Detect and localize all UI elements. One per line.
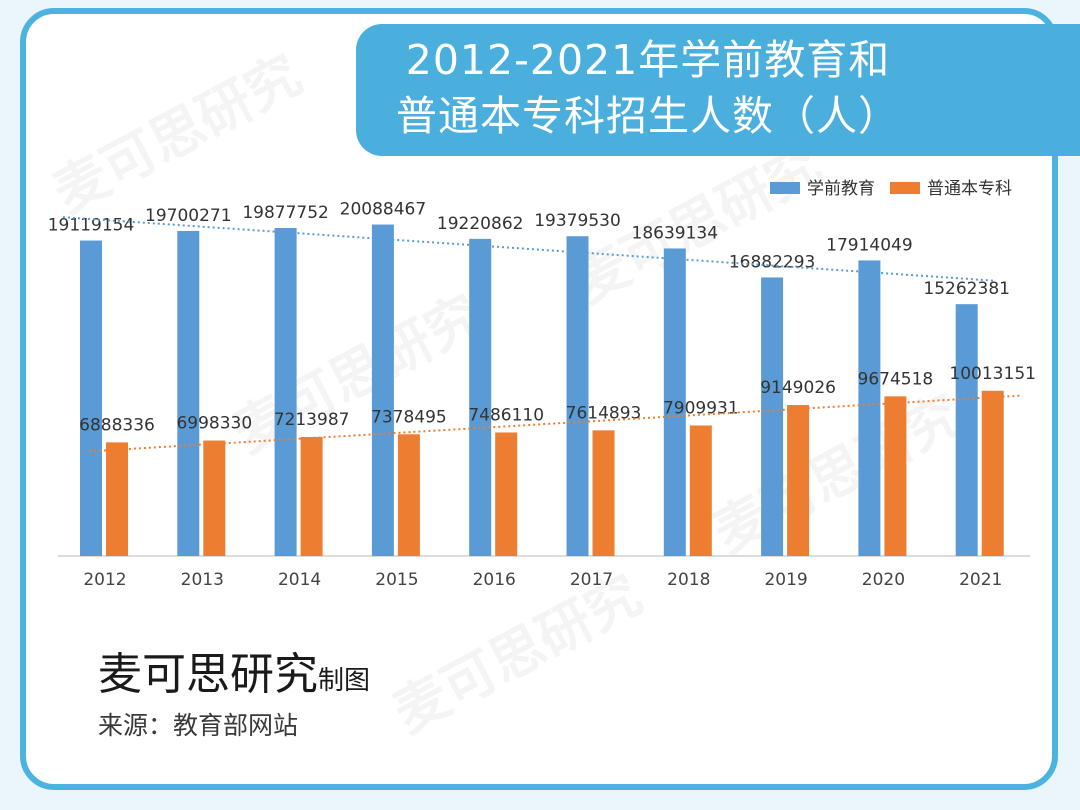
bar-preschool xyxy=(469,238,492,556)
data-label: 16882293 xyxy=(729,252,816,272)
bar-undergrad xyxy=(495,432,518,556)
x-tick-label: 2014 xyxy=(278,570,321,590)
data-label: 19220862 xyxy=(437,214,524,234)
x-tick-label: 2017 xyxy=(570,570,613,590)
bar-preschool xyxy=(371,224,394,557)
data-label: 6888336 xyxy=(79,415,155,435)
bar-preschool xyxy=(955,304,978,556)
bar-undergrad xyxy=(787,405,810,556)
credit: 麦可思研究制图 xyxy=(98,638,370,702)
bar-preschool xyxy=(663,248,686,556)
trendline xyxy=(62,216,995,282)
bar-preschool xyxy=(80,240,102,556)
data-label: 9149026 xyxy=(760,378,836,398)
trendline xyxy=(88,394,1021,453)
legend-label: 普通本专科 xyxy=(927,179,1012,199)
data-label: 10013151 xyxy=(949,364,1036,384)
source-note: 来源：教育部网站 xyxy=(98,711,299,740)
bar-preschool xyxy=(858,260,881,556)
data-label: 19119154 xyxy=(48,216,135,236)
bar-undergrad xyxy=(397,434,420,556)
bar-undergrad xyxy=(592,430,615,556)
credit-brand: 麦可思研究 xyxy=(98,649,318,700)
bar-undergrad xyxy=(106,442,128,556)
x-tick-label: 2019 xyxy=(764,570,807,590)
bar-undergrad xyxy=(300,436,323,556)
chart-title-line2: 普通本专科招生人数（人） xyxy=(396,92,900,140)
bar-undergrad xyxy=(689,425,712,556)
data-label: 17914049 xyxy=(826,235,913,255)
x-tick-label: 2016 xyxy=(473,570,516,590)
data-label: 7378495 xyxy=(371,407,447,427)
bar-preschool xyxy=(274,228,297,556)
legend-swatch xyxy=(770,182,800,194)
data-label: 15262381 xyxy=(923,279,1010,299)
legend-label: 学前教育 xyxy=(807,179,875,199)
data-label: 9674518 xyxy=(858,369,934,389)
chart-title-banner: 2012-2021年学前教育和 普通本专科招生人数（人） xyxy=(356,24,1080,156)
bar-preschool xyxy=(761,277,784,556)
data-label: 19379530 xyxy=(534,211,621,231)
data-label: 7614893 xyxy=(566,403,642,423)
data-label: 18639134 xyxy=(632,223,719,243)
legend-swatch xyxy=(890,182,920,194)
x-tick-label: 2020 xyxy=(862,570,905,590)
x-tick-label: 2018 xyxy=(667,570,710,590)
bar-undergrad xyxy=(981,390,1004,556)
x-tick-label: 2012 xyxy=(83,570,126,590)
data-label: 7486110 xyxy=(468,405,544,425)
bar-undergrad xyxy=(884,396,907,556)
data-label: 7213987 xyxy=(274,410,350,430)
data-label: 6998330 xyxy=(176,414,252,434)
bar-preschool xyxy=(566,236,589,556)
x-tick-label: 2013 xyxy=(181,570,224,590)
x-tick-label: 2021 xyxy=(959,570,1002,590)
bar-undergrad xyxy=(203,440,226,556)
data-label: 20088467 xyxy=(340,200,427,220)
chart-title-line1: 2012-2021年学前教育和 xyxy=(405,36,891,84)
x-tick-label: 2015 xyxy=(375,570,418,590)
bar-preschool xyxy=(177,230,200,556)
data-label: 19700271 xyxy=(145,206,232,226)
data-label: 19877752 xyxy=(242,203,329,223)
credit-suffix: 制图 xyxy=(318,666,371,696)
